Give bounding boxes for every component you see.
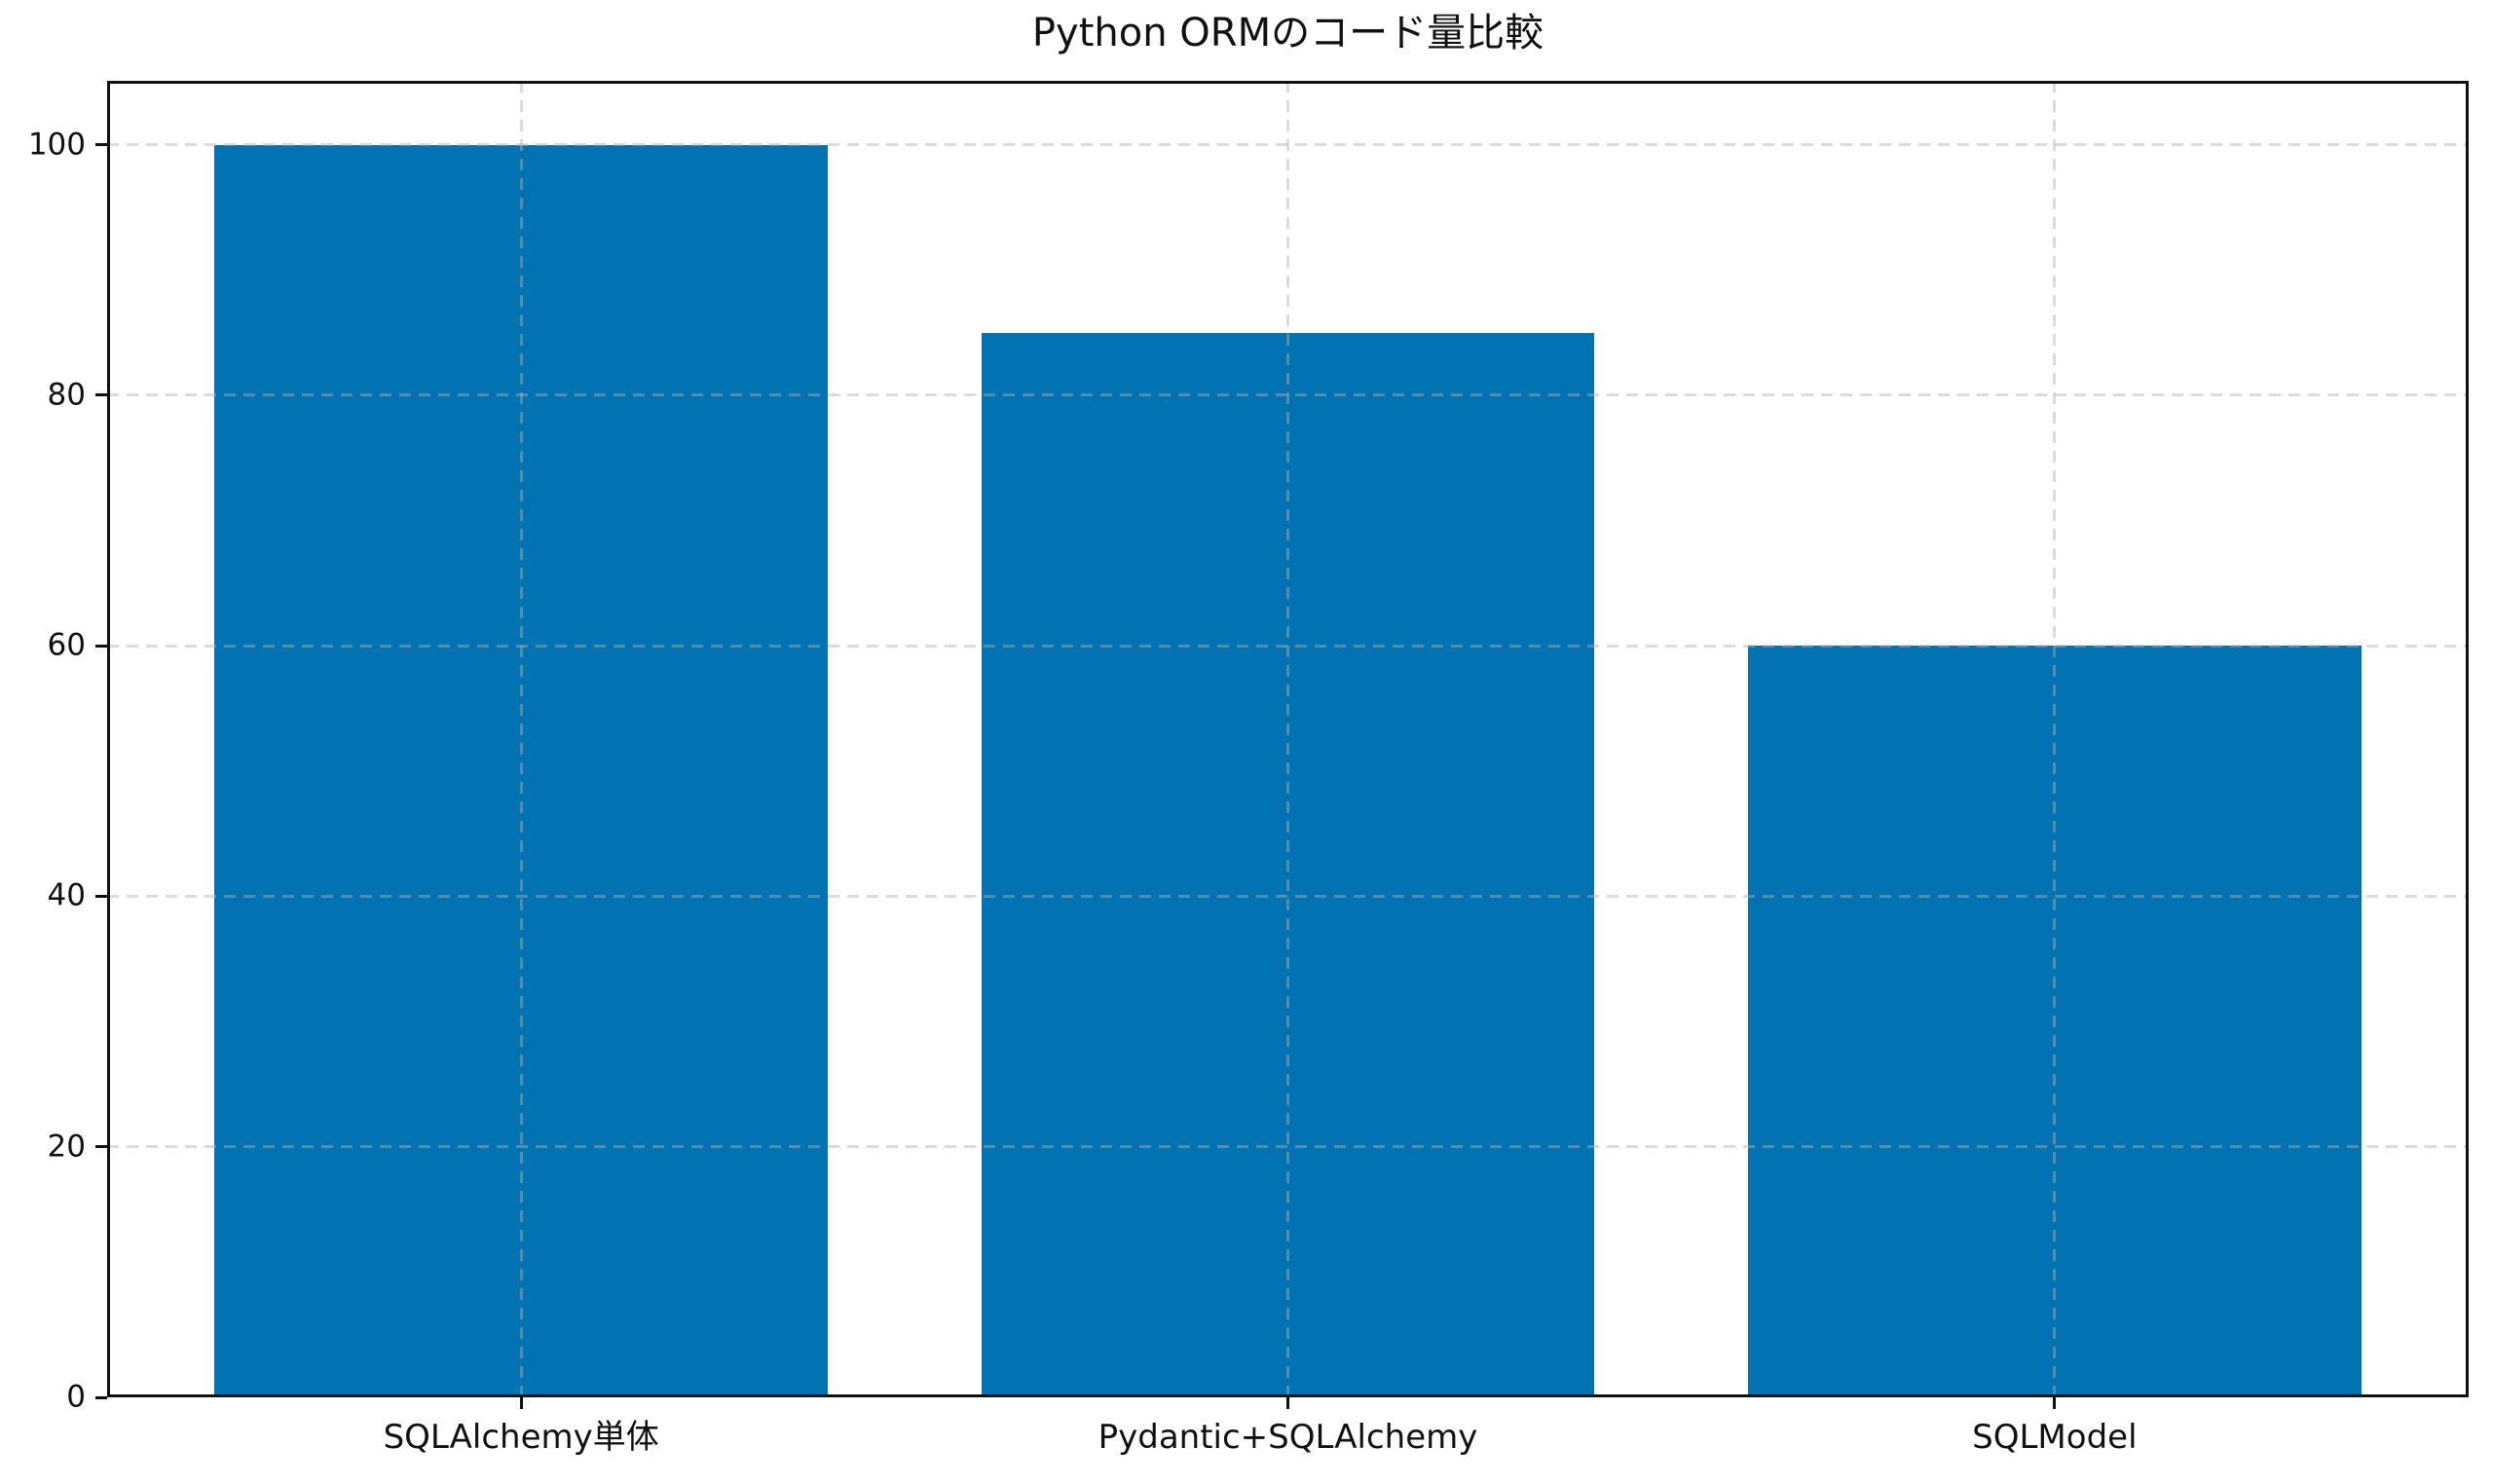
h-gridline-80 [107,393,2469,397]
y-tick-label-20: 20 [47,1129,86,1165]
y-tick-mark-40 [95,894,107,898]
x-tick-mark-0 [519,1397,523,1409]
bar-SQLAlchemy単体 [214,144,829,1397]
v-gridline-2 [2053,81,2057,1397]
plot-area [107,81,2469,1397]
x-tick-label-1: Pydantic+SQLAlchemy [1098,1418,1478,1457]
y-tick-label-60: 60 [47,627,86,663]
left-spine [107,81,110,1397]
bar-SQLModel [1747,646,2362,1397]
bar-Pydantic+SQLAlchemy [981,332,1595,1397]
y-tick-label-0: 0 [66,1379,86,1415]
x-tick-label-2: SQLModel [1972,1418,2138,1457]
h-gridline-100 [107,143,2469,147]
h-gridline-20 [107,1145,2469,1149]
x-tick-label-0: SQLAlchemy単体 [383,1418,659,1457]
y-tick-mark-20 [95,1145,107,1149]
x-tick-mark-2 [2053,1397,2057,1409]
y-tick-mark-80 [95,393,107,397]
h-gridline-40 [107,894,2469,898]
right-spine [2466,81,2469,1397]
h-gridline-60 [107,644,2469,648]
bottom-spine [107,1394,2469,1397]
y-tick-mark-60 [95,644,107,648]
y-tick-mark-100 [95,143,107,147]
y-tick-label-80: 80 [47,377,86,413]
y-tick-mark-0 [95,1395,107,1399]
v-gridline-0 [519,81,523,1397]
x-tick-mark-1 [1286,1397,1289,1409]
y-tick-label-40: 40 [47,877,86,913]
chart-title: Python ORMのコード量比較 [1031,11,1544,56]
v-gridline-1 [1286,81,1289,1397]
y-tick-label-100: 100 [27,127,86,163]
top-spine [107,81,2469,84]
